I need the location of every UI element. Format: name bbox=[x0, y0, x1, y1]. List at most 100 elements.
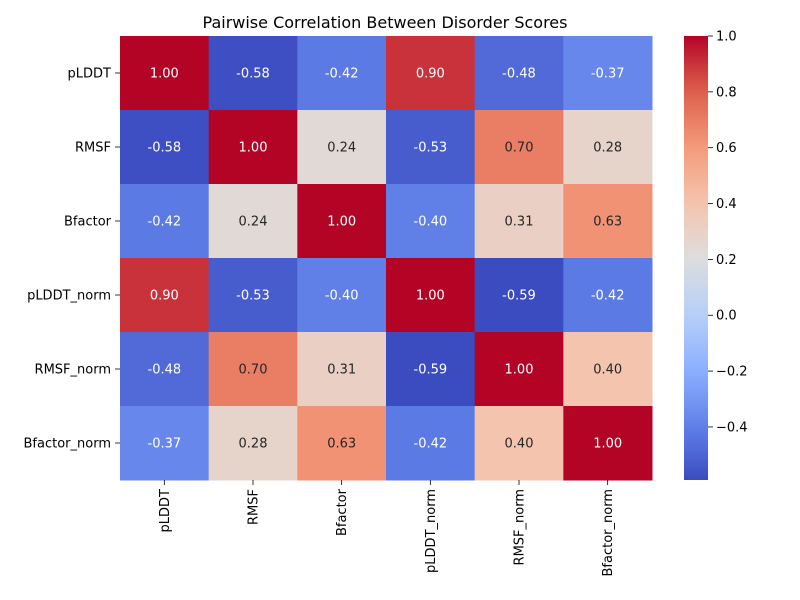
heatmap-cell bbox=[297, 184, 387, 259]
heatmap-value-labels: 1.00 -0.58 -0.42 0.90 -0.48 -0.37 -0.58 1.00 0.2… bbox=[148, 67, 625, 452]
heatmap-cell bbox=[208, 110, 298, 185]
heatmap-cell bbox=[297, 36, 387, 111]
colorbar-tick-label: 1.0 bbox=[716, 30, 737, 45]
cell-value-label: -0.58 bbox=[148, 141, 182, 156]
cell-value-label: -0.48 bbox=[148, 363, 182, 378]
x-tick-label: RMSF_norm bbox=[513, 489, 528, 565]
colorbar-tick-label: 0.8 bbox=[716, 85, 737, 100]
heatmap-cell bbox=[474, 36, 564, 111]
cell-value-label: 0.63 bbox=[327, 437, 356, 452]
cell-value-label: 1.00 bbox=[593, 437, 622, 452]
cell-value-label: 0.28 bbox=[239, 437, 268, 452]
heatmap-cell bbox=[208, 184, 298, 259]
cell-value-label: 0.24 bbox=[239, 215, 268, 230]
heatmap-cell bbox=[563, 184, 653, 259]
cell-value-label: 0.63 bbox=[593, 215, 622, 230]
cell-value-label: 0.90 bbox=[416, 67, 445, 82]
colorbar-ticks: −0.4 −0.2 0.0 0.2 0.4 0.6 0.8 1.0 bbox=[708, 30, 748, 435]
cell-value-label: 0.90 bbox=[150, 289, 179, 304]
heatmap-cell bbox=[297, 406, 387, 481]
colorbar-tick-label: 0.4 bbox=[716, 197, 737, 212]
heatmap-cell bbox=[474, 184, 564, 259]
cell-value-label: -0.48 bbox=[502, 67, 536, 82]
cell-value-label: 0.70 bbox=[505, 141, 534, 156]
chart-title: Pairwise Correlation Between Disorder Sc… bbox=[203, 13, 568, 32]
heatmap-cell bbox=[474, 258, 564, 333]
heatmap-cell bbox=[208, 406, 298, 481]
x-tick-label: pLDDT_norm bbox=[424, 489, 439, 573]
x-tick-labels: pLDDT RMSF Bfactor pLDDT_norm RMSF_norm Bfact… bbox=[158, 480, 616, 576]
colorbar-tick-label: −0.4 bbox=[716, 420, 748, 435]
colorbar-tick-label: 0.2 bbox=[716, 253, 737, 268]
heatmap-cell bbox=[474, 110, 564, 185]
cell-value-label: -0.40 bbox=[414, 215, 448, 230]
heatmap-cell bbox=[297, 258, 387, 333]
heatmap-cell bbox=[563, 258, 653, 333]
heatmap-cell bbox=[563, 332, 653, 407]
y-tick-label: RMSF bbox=[75, 141, 111, 156]
cell-value-label: -0.42 bbox=[414, 437, 448, 452]
cell-value-label: -0.59 bbox=[502, 289, 536, 304]
y-tick-label: pLDDT_norm bbox=[27, 289, 111, 304]
cell-value-label: 0.40 bbox=[593, 363, 622, 378]
y-tick-labels: pLDDT RMSF Bfactor pLDDT_norm RMSF_norm Bfact… bbox=[24, 67, 120, 452]
colorbar-tick-label: 0.0 bbox=[716, 309, 737, 324]
y-tick-label: Bfactor bbox=[64, 215, 112, 230]
cell-value-label: 1.00 bbox=[150, 67, 179, 82]
heatmap-cell bbox=[208, 36, 298, 111]
x-tick-label: Bfactor bbox=[335, 488, 350, 536]
colorbar: −0.4 −0.2 0.0 0.2 0.4 0.6 0.8 1.0 bbox=[684, 30, 748, 480]
cell-value-label: -0.53 bbox=[414, 141, 448, 156]
heatmap-cell bbox=[386, 258, 476, 333]
y-tick-label: Bfactor_norm bbox=[24, 437, 111, 452]
heatmap-cell bbox=[386, 332, 476, 407]
cell-value-label: -0.42 bbox=[591, 289, 625, 304]
x-tick-label: pLDDT bbox=[158, 489, 173, 533]
heatmap-cell bbox=[563, 110, 653, 185]
cell-value-label: -0.53 bbox=[236, 289, 270, 304]
heatmap-cell bbox=[474, 406, 564, 481]
heatmap-cell bbox=[386, 184, 476, 259]
cell-value-label: -0.42 bbox=[325, 67, 359, 82]
cell-value-label: 0.24 bbox=[327, 141, 356, 156]
heatmap-cell bbox=[208, 332, 298, 407]
cell-value-label: -0.37 bbox=[148, 437, 182, 452]
y-tick-label: RMSF_norm bbox=[35, 363, 111, 378]
cell-value-label: -0.37 bbox=[591, 67, 625, 82]
heatmap-cell bbox=[563, 406, 653, 481]
colorbar-gradient bbox=[684, 36, 708, 480]
cell-value-label: -0.42 bbox=[148, 215, 182, 230]
heatmap-cells bbox=[120, 36, 653, 481]
cell-value-label: 1.00 bbox=[239, 141, 268, 156]
x-tick-label: Bfactor_norm bbox=[601, 489, 616, 576]
y-tick-label: pLDDT bbox=[68, 67, 112, 82]
heatmap-cell bbox=[208, 258, 298, 333]
cell-value-label: 0.31 bbox=[327, 363, 356, 378]
cell-value-label: 1.00 bbox=[505, 363, 534, 378]
cell-value-label: -0.59 bbox=[414, 363, 448, 378]
cell-value-label: 0.28 bbox=[593, 141, 622, 156]
heatmap-cell bbox=[120, 406, 210, 481]
cell-value-label: 0.31 bbox=[505, 215, 534, 230]
heatmap-cell bbox=[297, 110, 387, 185]
heatmap-cell bbox=[386, 406, 476, 481]
cell-value-label: 0.70 bbox=[239, 363, 268, 378]
x-tick-label: RMSF bbox=[247, 489, 262, 525]
heatmap-cell bbox=[386, 36, 476, 111]
heatmap-cell bbox=[120, 332, 210, 407]
cell-value-label: 1.00 bbox=[416, 289, 445, 304]
heatmap-cell bbox=[386, 110, 476, 185]
cell-value-label: -0.40 bbox=[325, 289, 359, 304]
cell-value-label: -0.58 bbox=[236, 67, 270, 82]
heatmap-cell bbox=[120, 258, 210, 333]
heatmap-cell bbox=[297, 332, 387, 407]
cell-value-label: 1.00 bbox=[327, 215, 356, 230]
heatmap-cell bbox=[120, 184, 210, 259]
cell-value-label: 0.40 bbox=[505, 437, 534, 452]
heatmap-cell bbox=[563, 36, 653, 111]
colorbar-tick-label: −0.2 bbox=[716, 365, 748, 380]
heatmap-cell bbox=[474, 332, 564, 407]
heatmap-cell bbox=[120, 110, 210, 185]
heatmap-cell bbox=[120, 36, 210, 111]
